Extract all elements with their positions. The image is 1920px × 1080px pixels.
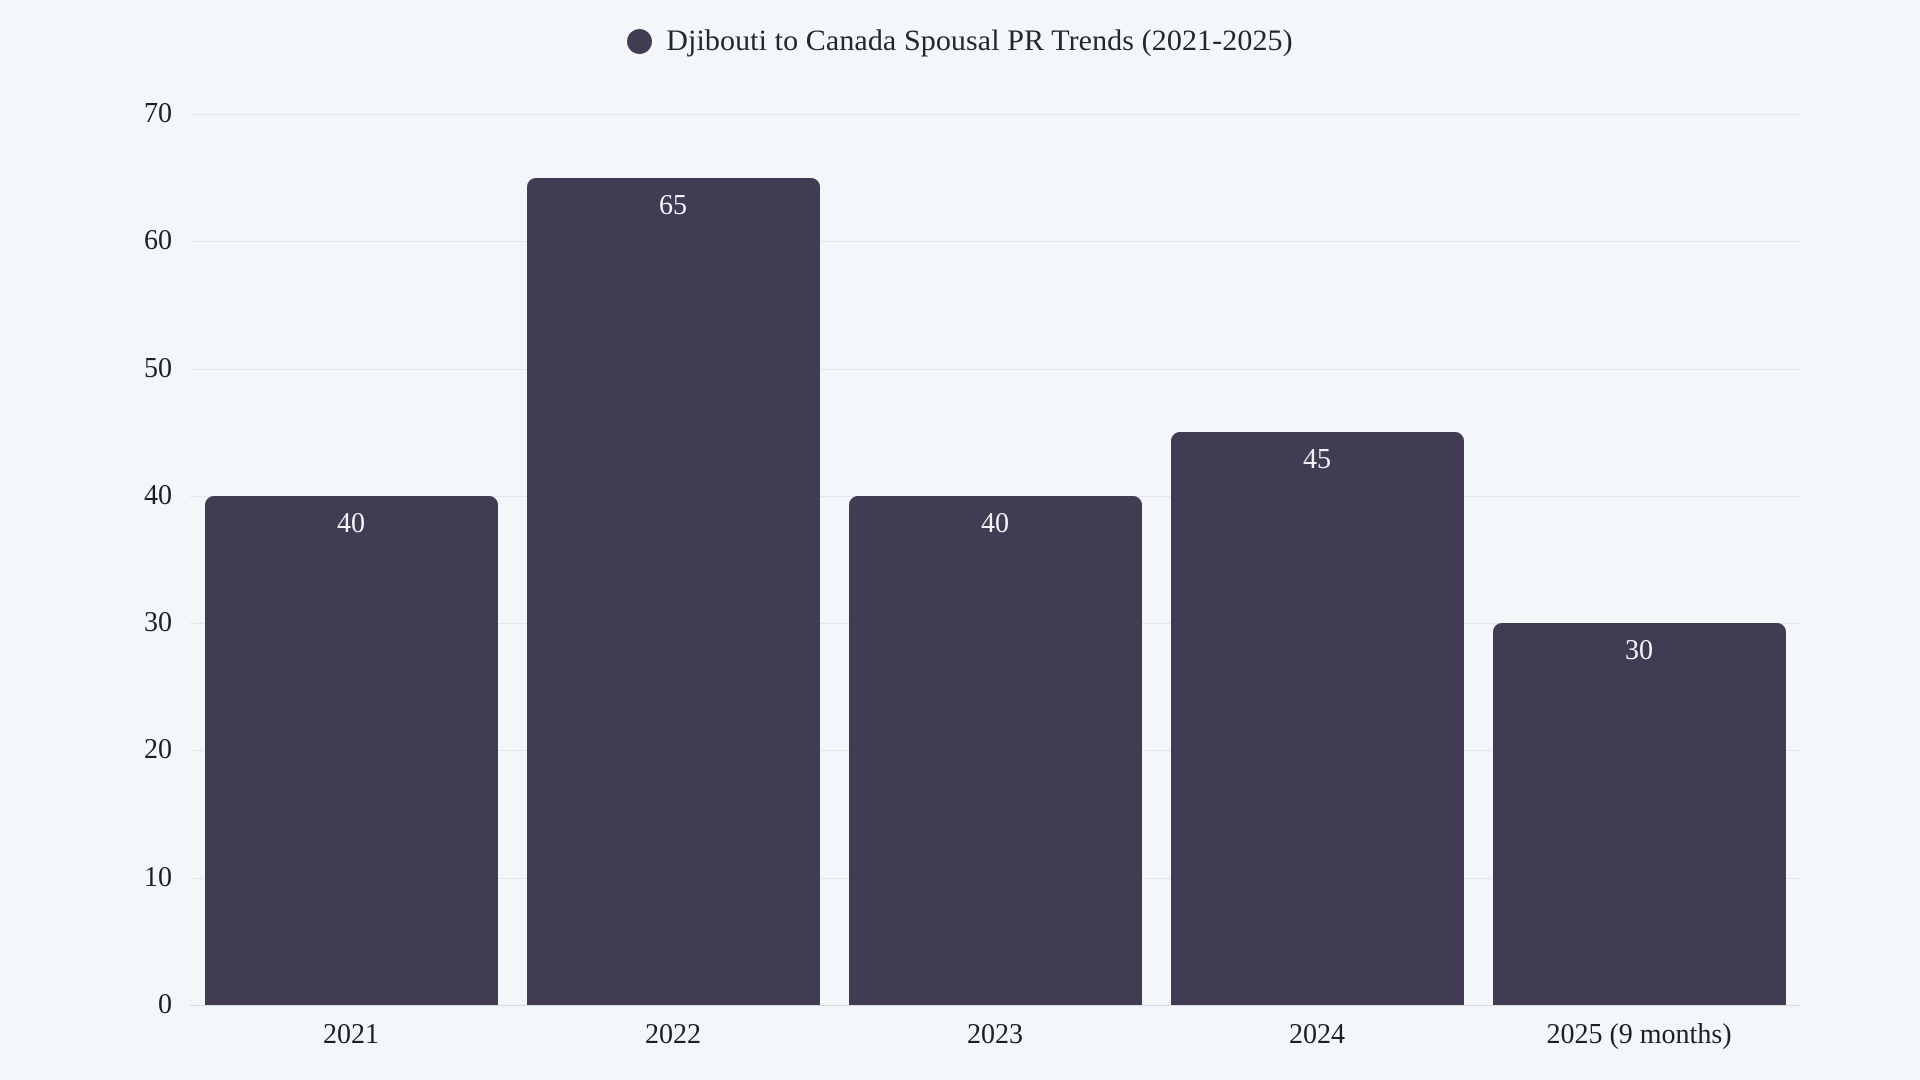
y-axis-tick-label: 50	[144, 352, 172, 384]
gridline	[190, 1005, 1800, 1006]
y-axis-tick-label: 40	[144, 479, 172, 511]
bar[interactable]: 45	[1170, 432, 1464, 1005]
y-axis-tick-label: 20	[144, 734, 172, 766]
x-axis-tick-label: 2024	[1289, 1019, 1345, 1050]
y-axis-tick-label: 30	[144, 607, 172, 639]
bar-value-label: 65	[659, 189, 687, 221]
gridline	[190, 368, 1800, 370]
y-axis-tick-label: 60	[144, 225, 172, 257]
y-axis-tick-label: 10	[144, 861, 172, 893]
bar[interactable]: 40	[848, 495, 1142, 1005]
y-axis-tick-label: 70	[144, 98, 172, 129]
gridline	[190, 241, 1800, 243]
x-axis-tick-label: 2021	[323, 1019, 379, 1050]
bar[interactable]: 65	[526, 177, 820, 1005]
x-axis-tick-label: 2023	[967, 1019, 1023, 1050]
bars-layer: 40 65 40 45 30	[190, 0, 1800, 1080]
gridline	[190, 114, 1800, 115]
bar-value-label: 45	[1303, 444, 1331, 476]
bar-value-label: 40	[981, 507, 1009, 539]
bar[interactable]: 30	[1492, 623, 1786, 1005]
bar-value-label: 30	[1625, 635, 1653, 667]
bar[interactable]: 40	[204, 495, 498, 1005]
x-axis-tick-label: 2025 (9 months)	[1546, 1019, 1732, 1050]
y-axis-tick-label: 0	[158, 989, 172, 1020]
bar-value-label: 40	[337, 507, 365, 539]
x-axis-tick-label: 2022	[645, 1019, 701, 1050]
